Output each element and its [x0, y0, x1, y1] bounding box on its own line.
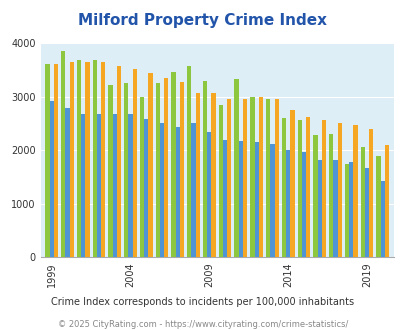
- Bar: [128, 114, 132, 257]
- Bar: [202, 81, 207, 257]
- Bar: [243, 99, 247, 257]
- Bar: [218, 105, 222, 257]
- Bar: [274, 99, 278, 257]
- Bar: [179, 82, 184, 257]
- Bar: [160, 123, 164, 257]
- Bar: [45, 64, 49, 257]
- Bar: [124, 83, 128, 257]
- Text: Milford Property Crime Index: Milford Property Crime Index: [78, 13, 327, 28]
- Bar: [333, 160, 337, 257]
- Bar: [337, 123, 341, 257]
- Bar: [81, 114, 85, 257]
- Bar: [49, 101, 53, 257]
- Bar: [270, 144, 274, 257]
- Bar: [101, 62, 105, 257]
- Bar: [317, 160, 321, 257]
- Bar: [286, 149, 290, 257]
- Bar: [85, 62, 90, 257]
- Bar: [171, 72, 175, 257]
- Bar: [117, 67, 121, 257]
- Bar: [144, 118, 148, 257]
- Bar: [77, 60, 81, 257]
- Bar: [364, 168, 368, 257]
- Bar: [290, 111, 294, 257]
- Bar: [344, 164, 348, 257]
- Bar: [375, 155, 380, 257]
- Bar: [155, 83, 160, 257]
- Bar: [132, 69, 136, 257]
- Bar: [328, 134, 333, 257]
- Bar: [313, 135, 317, 257]
- Bar: [191, 123, 195, 257]
- Bar: [175, 127, 179, 257]
- Text: © 2025 CityRating.com - https://www.cityrating.com/crime-statistics/: © 2025 CityRating.com - https://www.city…: [58, 320, 347, 329]
- Bar: [301, 152, 305, 257]
- Bar: [265, 99, 270, 257]
- Bar: [92, 60, 96, 257]
- Bar: [211, 93, 215, 257]
- Bar: [348, 162, 352, 257]
- Bar: [227, 99, 231, 257]
- Bar: [368, 129, 373, 257]
- Bar: [69, 62, 74, 257]
- Bar: [207, 132, 211, 257]
- Bar: [380, 181, 384, 257]
- Bar: [222, 140, 227, 257]
- Bar: [384, 145, 388, 257]
- Bar: [108, 85, 112, 257]
- Bar: [238, 141, 243, 257]
- Bar: [61, 51, 65, 257]
- Text: Crime Index corresponds to incidents per 100,000 inhabitants: Crime Index corresponds to incidents per…: [51, 297, 354, 307]
- Bar: [249, 96, 254, 257]
- Bar: [321, 120, 325, 257]
- Bar: [96, 114, 101, 257]
- Bar: [254, 142, 258, 257]
- Bar: [112, 114, 117, 257]
- Bar: [234, 79, 238, 257]
- Bar: [187, 66, 191, 257]
- Bar: [305, 117, 309, 257]
- Bar: [360, 148, 364, 257]
- Bar: [139, 96, 144, 257]
- Bar: [297, 119, 301, 257]
- Bar: [258, 97, 262, 257]
- Bar: [53, 64, 58, 257]
- Bar: [352, 125, 357, 257]
- Legend: Milford, Connecticut, National: Milford, Connecticut, National: [76, 327, 357, 330]
- Bar: [148, 73, 152, 257]
- Bar: [164, 78, 168, 257]
- Bar: [65, 108, 69, 257]
- Bar: [195, 93, 199, 257]
- Bar: [281, 118, 286, 257]
